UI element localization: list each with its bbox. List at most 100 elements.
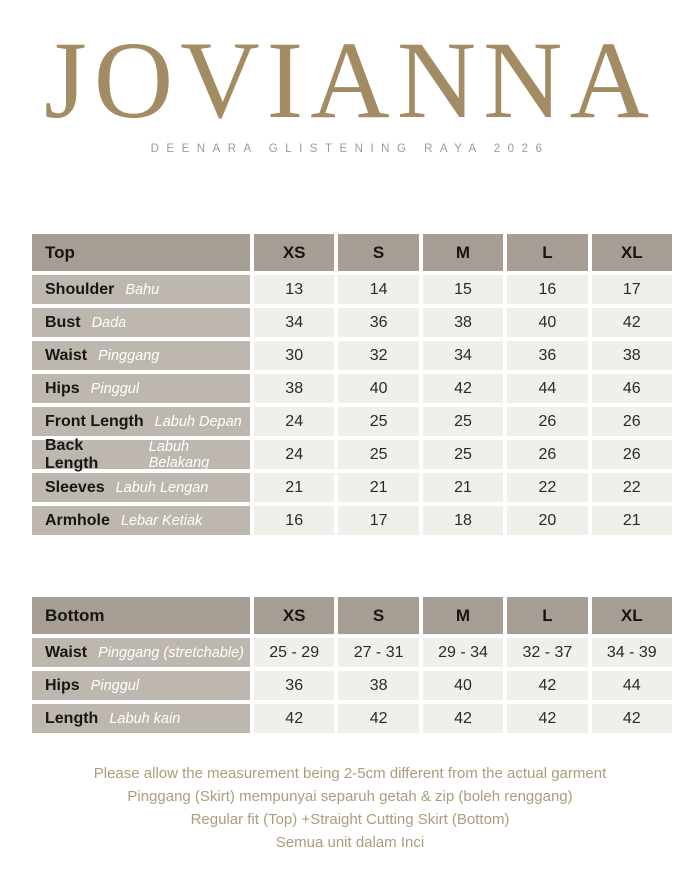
size-header-cell: S [338,597,419,634]
size-value-cell: 20 [507,506,588,535]
measurement-label-translation: Pinggang (stretchable) [98,644,244,661]
measurement-label: Back Length [45,436,99,472]
size-value-cell: 25 - 29 [254,638,335,667]
size-value-cell: 26 [591,407,672,436]
brand-header: JOVIANNA DEENARA GLISTENING RAYA 2026 [0,0,700,155]
size-value-cell: 25 [422,407,504,436]
size-value-cell: 42 [507,671,588,700]
measurement-label: Waist [45,346,88,364]
size-value-cell: 42 [422,374,504,403]
measurement-label-cell: Waist Pinggang [32,341,250,370]
size-value-cell: 25 [422,440,504,469]
size-value-cell: 42 [591,308,672,337]
size-value-cell: 21 [591,506,672,535]
measurement-label: Length [45,709,99,727]
bottom-size-table: Bottom XS S M L XL Waist Pinggang (stretchable)… [32,597,672,733]
size-value-cell: 42 [591,704,672,733]
size-header-cell: M [422,234,504,271]
size-value-cell: 36 [338,308,419,337]
size-value-cell: 21 [338,473,419,502]
measurement-label: Bust [45,313,81,331]
measurement-label: Waist [45,643,88,661]
size-value-cell: 42 [507,704,588,733]
size-value-cell: 18 [422,506,504,535]
table-title-cell: Top [32,234,250,271]
size-value-cell: 46 [591,374,672,403]
measurement-label: Sleeves [45,478,105,496]
size-header-cell: XS [254,234,335,271]
size-value-cell: 21 [422,473,504,502]
size-value-cell: 38 [254,374,335,403]
footer-notes: Please allow the measurement being 2-5cm… [0,762,700,854]
size-value-cell: 17 [591,275,672,304]
measurement-label: Shoulder [45,280,115,298]
size-value-cell: 26 [507,407,588,436]
size-value-cell: 44 [507,374,588,403]
size-value-cell: 16 [254,506,335,535]
size-value-cell: 42 [338,704,419,733]
measurement-label-translation: Dada [91,314,127,331]
size-value-cell: 14 [338,275,419,304]
size-value-cell: 40 [507,308,588,337]
size-value-cell: 25 [338,407,419,436]
measurement-label-translation: Labuh kain [109,710,181,727]
size-value-cell: 16 [507,275,588,304]
measurement-label-translation: Labuh Depan [154,413,242,430]
size-value-cell: 29 - 34 [422,638,504,667]
size-value-cell: 34 - 39 [591,638,672,667]
size-header-cell: S [338,234,419,271]
size-value-cell: 27 - 31 [338,638,419,667]
measurement-label-cell: Sleeves Labuh Lengan [32,473,250,502]
note-line: Regular fit (Top) +Straight Cutting Skir… [190,811,510,828]
size-header-cell: XL [591,597,672,634]
table-title-cell: Bottom [32,597,250,634]
measurement-label-translation: Labuh Belakang [148,438,210,471]
size-value-cell: 38 [591,341,672,370]
size-value-cell: 32 [338,341,419,370]
size-value-cell: 22 [591,473,672,502]
note-line: Pinggang (Skirt) mempunyai separuh getah… [127,788,573,805]
measurement-label: Armhole [45,511,110,529]
size-value-cell: 26 [591,440,672,469]
size-value-cell: 44 [591,671,672,700]
measurement-label: Hips [45,676,80,694]
measurement-label-cell: Shoulder Bahu [32,275,250,304]
size-value-cell: 15 [422,275,504,304]
size-value-cell: 36 [254,671,335,700]
size-value-cell: 38 [422,308,504,337]
measurement-label-translation: Pinggang [98,347,160,364]
size-value-cell: 21 [254,473,335,502]
size-value-cell: 24 [254,440,335,469]
measurement-label-cell: Hips Pinggul [32,671,250,700]
size-value-cell: 42 [422,704,504,733]
top-size-table: Top XS S M L XL Shoulder Bahu 13 14 15 16 17 Bust Dada… [32,234,672,535]
size-value-cell: 25 [338,440,419,469]
brand-title: JOVIANNA [43,19,657,141]
size-value-cell: 13 [254,275,335,304]
measurement-label-translation: Pinggul [90,677,140,694]
note-line: Please allow the measurement being 2-5cm… [93,765,607,782]
measurement-label-cell: Bust Dada [32,308,250,337]
size-value-cell: 40 [422,671,504,700]
size-header-cell: L [507,597,588,634]
measurement-label-cell: Back Length Labuh Belakang [32,437,250,472]
measurement-label-cell: Hips Pinggul [32,374,250,403]
size-value-cell: 32 - 37 [507,638,588,667]
size-value-cell: 34 [254,308,335,337]
measurement-label-cell: Armhole Lebar Ketiak [32,506,250,535]
size-value-cell: 24 [254,407,335,436]
measurement-label: Front Length [45,412,144,430]
measurement-label-cell: Front Length Labuh Depan [32,407,250,436]
size-header-cell: XL [591,234,672,271]
size-value-cell: 26 [507,440,588,469]
size-header-cell: L [507,234,588,271]
measurement-label: Hips [45,379,80,397]
size-value-cell: 17 [338,506,419,535]
size-value-cell: 36 [507,341,588,370]
note-line: Semua unit dalam Inci [275,834,425,851]
measurement-label-cell: Length Labuh kain [32,704,250,733]
measurement-label-translation: Pinggul [90,380,140,397]
size-value-cell: 40 [338,374,419,403]
size-value-cell: 42 [254,704,335,733]
